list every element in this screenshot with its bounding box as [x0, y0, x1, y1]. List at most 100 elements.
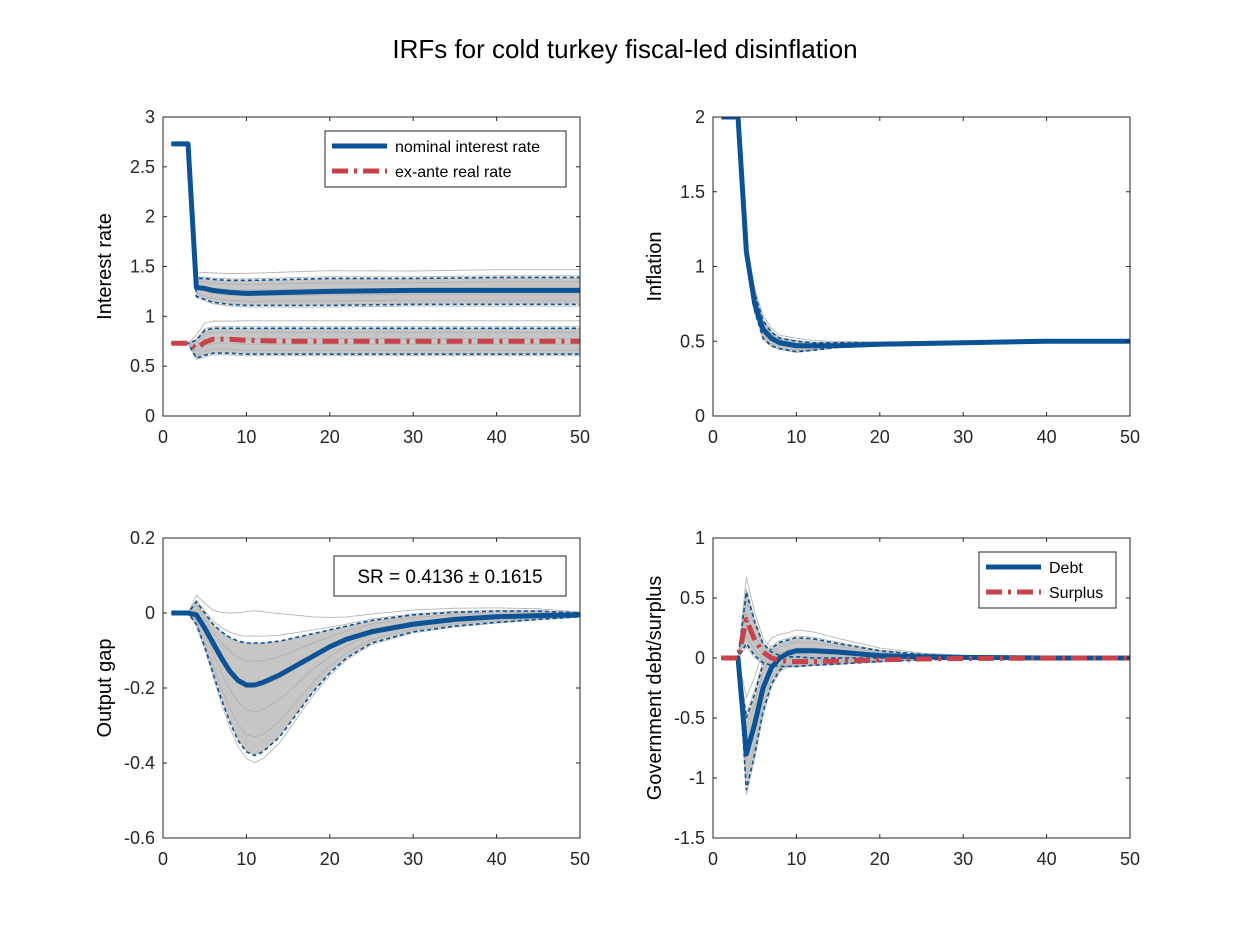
simulated-draw	[721, 117, 1130, 344]
x-tick-label: 0	[708, 427, 718, 447]
x-tick-label: 10	[786, 427, 806, 447]
series-line-1	[171, 610, 580, 688]
plot-area	[171, 141, 580, 360]
panel-interest-rate: 0 10 20 30 40 50 0 0.5 1 1.5 2 2.5 3 Interest rate nom…	[94, 107, 590, 447]
lower-bound-line	[721, 117, 1130, 353]
figure-title: IRFs for cold turkey fiscal-led disinfla…	[392, 34, 858, 64]
simulated-draw	[721, 117, 1130, 351]
series-line-1	[171, 141, 580, 296]
series-line-2	[721, 617, 1130, 665]
x-tick-label: 40	[1037, 427, 1057, 447]
panel-inflation: 0 10 20 30 40 50 0 0.5 1 1.5 2 Inflation	[644, 107, 1140, 447]
y-tick-label: -0.4	[124, 753, 155, 773]
legend: nominal interest rate ex-ante real rate	[324, 130, 567, 188]
x-tick-label: 0	[158, 849, 168, 869]
y-tick-label: 0.5	[130, 356, 155, 376]
upper-bound-line	[721, 117, 1130, 344]
simulated-draw	[171, 143, 580, 280]
legend-label-1: nominal interest rate	[395, 139, 540, 156]
simulated-draw	[171, 143, 580, 285]
simulated-draw	[721, 117, 1130, 347]
x-tick-label: 10	[236, 849, 256, 869]
y-tick-label: -0.2	[124, 678, 155, 698]
y-tick-label: 0	[145, 406, 155, 426]
simulated-draw	[171, 342, 580, 356]
series-line-1	[721, 648, 1130, 757]
plot-area	[171, 594, 580, 764]
legend-label-1: Debt	[1049, 560, 1083, 577]
simulated-draw	[721, 657, 1130, 795]
lower-bound-line	[171, 143, 580, 307]
simulated-draw	[721, 117, 1130, 343]
simulated-draw	[171, 331, 580, 344]
x-tick-label: 40	[487, 849, 507, 869]
y-tick-label: 1	[695, 528, 705, 548]
upper-bound-line	[171, 143, 580, 282]
x-tick-label: 0	[158, 427, 168, 447]
plot-area	[721, 117, 1130, 353]
simulated-draw	[721, 117, 1130, 353]
simulated-draw	[171, 604, 580, 662]
y-tick-label: -1.5	[674, 828, 705, 848]
x-tick-label: 20	[320, 427, 340, 447]
x-tick-label: 40	[1037, 849, 1057, 869]
x-tick-label: 20	[870, 427, 890, 447]
confidence-band	[171, 601, 580, 756]
simulated-draw	[721, 117, 1130, 345]
x-tick-label: 10	[786, 849, 806, 869]
y-axis-label: Government debt/surplus	[644, 576, 666, 801]
upper-bound-line	[171, 327, 580, 345]
x-tick-label: 0	[708, 849, 718, 869]
x-tick-label: 30	[403, 849, 423, 869]
y-axis-label: Output gap	[94, 639, 116, 738]
x-tick-label: 50	[570, 849, 590, 869]
simulated-draw	[171, 143, 580, 308]
y-tick-label: 2.5	[130, 157, 155, 177]
lower-bound-line	[171, 342, 580, 360]
y-tick-label: 0	[145, 603, 155, 623]
x-tick-label: 10	[236, 427, 256, 447]
simulated-draw	[171, 594, 580, 618]
x-tick-label: 30	[953, 849, 973, 869]
y-tick-label: 0.5	[680, 331, 705, 351]
x-tick-label: 30	[953, 427, 973, 447]
confidence-band	[721, 117, 1130, 352]
simulated-draw	[721, 657, 1130, 779]
y-axis-label: Interest rate	[94, 213, 116, 320]
y-axis-label: Inflation	[644, 231, 666, 301]
simulated-draw	[171, 342, 580, 352]
legend-box	[324, 130, 567, 188]
y-tick-label: 1.5	[130, 257, 155, 277]
simulated-draw	[171, 326, 580, 344]
x-tick-label: 50	[570, 427, 590, 447]
legend-box	[978, 551, 1117, 609]
annotation-box	[333, 555, 567, 597]
y-tick-label: 0.5	[680, 588, 705, 608]
simulated-draw	[171, 143, 580, 275]
y-tick-label: -0.5	[674, 708, 705, 728]
lower-bound-line	[171, 612, 580, 757]
upper-bound-line	[171, 600, 580, 644]
y-tick-label: 1	[145, 306, 155, 326]
plot-area	[721, 577, 1130, 795]
simulated-draw	[171, 612, 580, 738]
simulated-draw	[171, 143, 580, 302]
y-tick-label: 2	[145, 207, 155, 227]
legend: Debt Surplus	[978, 551, 1117, 609]
y-tick-label: 2	[695, 107, 705, 127]
y-tick-label: -0.6	[124, 828, 155, 848]
series-line-1	[721, 117, 1130, 349]
x-tick-label: 40	[487, 427, 507, 447]
legend-label-2: Surplus	[1049, 585, 1103, 602]
lower-bound-line	[721, 657, 1130, 791]
y-tick-label: -1	[689, 768, 705, 788]
y-tick-label: 0	[695, 648, 705, 668]
y-tick-label: 3	[145, 107, 155, 127]
x-tick-label: 20	[320, 849, 340, 869]
panel-output-gap: 0 10 20 30 40 50 -0.6 -0.4 -0.2 0 0.2 Output gap SR …	[94, 528, 590, 869]
x-tick-label: 30	[403, 427, 423, 447]
simulated-draw	[721, 117, 1130, 349]
simulated-draw	[171, 342, 580, 360]
x-tick-label: 50	[1120, 849, 1140, 869]
